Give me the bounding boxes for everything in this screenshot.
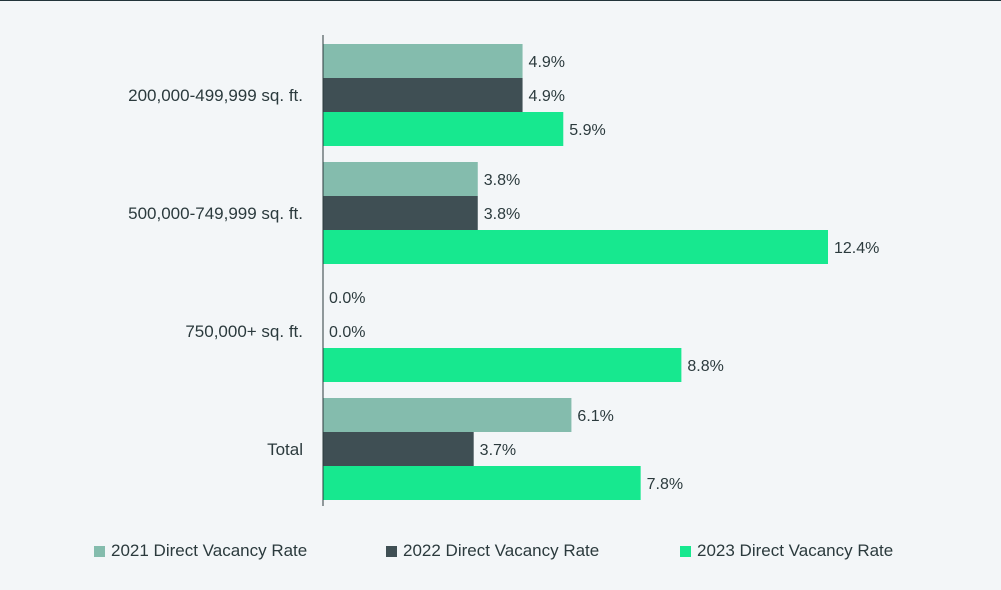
value-labels-group: 4.9%4.9%5.9%3.8%3.8%12.4%0.0%0.0%8.8%6.1… [329,54,879,493]
bar-2-1 [323,78,523,112]
category-label-2: 500,000-749,999 sq. ft. [128,204,303,223]
value-label-3-3: 8.8% [687,358,723,375]
bar-1-2 [323,162,478,196]
category-label-3: 750,000+ sq. ft. [185,322,303,341]
legend-label-3: 2023 Direct Vacancy Rate [697,541,894,560]
bar-chart: 4.9%4.9%5.9%3.8%3.8%12.4%0.0%0.0%8.8%6.1… [128,35,879,506]
value-label-2-2: 3.8% [484,206,520,223]
legend-swatch-3 [680,545,691,557]
legend-item-3: 2023 Direct Vacancy Rate [680,541,893,561]
category-labels-group: 200,000-499,999 sq. ft. 500,000-749,999 s… [128,86,303,459]
legend-swatch-2 [386,545,397,557]
value-label-3-2: 12.4% [834,240,879,257]
legend-item-2: 2022 Direct Vacancy Rate [386,541,599,561]
legend: 2021 Direct Vacancy Rate 2022 Direct Vaca… [0,541,1001,567]
value-label-2-4: 3.7% [480,442,516,459]
bar-2-2 [323,196,478,230]
bar-3-4 [323,466,641,500]
bar-3-3 [323,348,682,382]
value-label-1-4: 6.1% [577,408,613,425]
value-label-3-4: 7.8% [647,476,683,493]
value-label-1-2: 3.8% [484,172,520,189]
value-label-2-3: 0.0% [329,324,365,341]
value-label-2-1: 4.9% [529,88,565,105]
value-label-1-3: 0.0% [329,290,365,307]
category-label-1: 200,000-499,999 sq. ft. [128,86,303,105]
bar-1-4 [323,398,572,432]
bars-group [323,44,828,500]
value-label-3-1: 5.9% [569,122,605,139]
legend-label-2: 2022 Direct Vacancy Rate [403,541,600,560]
bar-3-1 [323,112,564,146]
bar-1-1 [323,44,523,78]
bar-3-2 [323,230,828,264]
category-label-4: Total [267,440,303,459]
bar-2-4 [323,432,474,466]
legend-item-1: 2021 Direct Vacancy Rate [94,541,307,561]
legend-label-1: 2021 Direct Vacancy Rate [111,541,308,560]
value-label-1-1: 4.9% [529,54,565,71]
legend-swatch-1 [94,545,105,557]
